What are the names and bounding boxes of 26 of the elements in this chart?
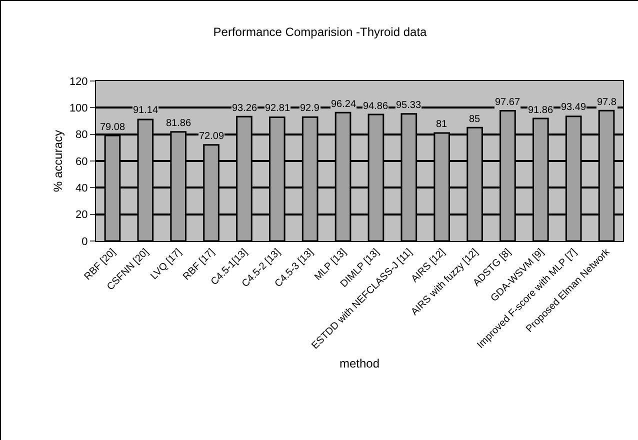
data-label: 81 (436, 119, 448, 130)
data-label: 93.26 (232, 103, 258, 114)
data-label: 97.67 (495, 97, 520, 108)
data-label: 96.24 (331, 99, 356, 110)
data-label: 85 (469, 114, 481, 125)
y-tick-label: 100 (69, 102, 88, 115)
data-label: 94.86 (363, 101, 388, 112)
data-label: 97.8 (597, 97, 617, 108)
data-label: 91.14 (133, 105, 158, 116)
y-tick-label: 0 (82, 236, 88, 248)
y-tick-label: 40 (76, 182, 88, 195)
data-label: 91.86 (528, 105, 554, 116)
x-axis-title: method (339, 356, 380, 370)
data-label: 95.33 (396, 100, 422, 111)
data-label: 92.9 (300, 103, 320, 114)
y-axis-title: % accuracy (51, 130, 65, 192)
y-tick-label: 80 (76, 129, 88, 142)
data-label: 79.08 (100, 122, 126, 133)
y-tick-label: 120 (69, 76, 88, 88)
data-label: 72.09 (199, 131, 224, 142)
data-label: 81.86 (166, 118, 192, 129)
data-label: 92.81 (265, 103, 290, 114)
chart-title: Performance Comparision -Thyroid data (213, 24, 428, 39)
y-tick-label: 20 (76, 209, 88, 222)
data-label: 93.49 (561, 102, 586, 113)
y-tick-label: 60 (76, 156, 88, 168)
